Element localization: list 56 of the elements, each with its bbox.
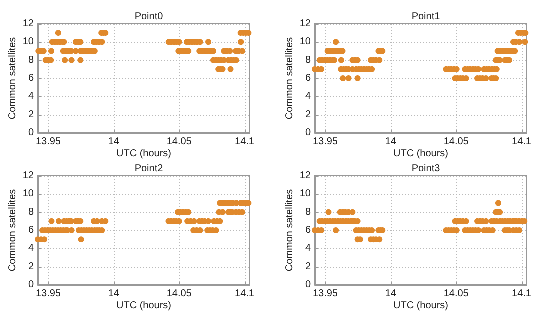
x-tick-label: 14.1: [235, 136, 255, 148]
y-tick-label: 10: [22, 188, 34, 200]
y-axis-title: Common satellites: [8, 37, 18, 120]
x-axis-title: UTC (hours): [393, 148, 449, 160]
x-tick-label: 14.05: [166, 136, 192, 148]
x-tick-label: 14.1: [512, 288, 532, 300]
y-tick-label: 4: [28, 243, 34, 254]
y-tick-label: 10: [22, 36, 34, 48]
x-tick-label: 14.1: [512, 136, 532, 148]
y-axis-title: Common satellites: [284, 37, 296, 120]
y-tick-label: 12: [22, 18, 34, 30]
x-axis-title: UTC (hours): [116, 300, 172, 312]
y-tick-label: 2: [28, 261, 34, 272]
x-tick-label: 13.95: [312, 136, 338, 148]
y-tick-label: 2: [28, 109, 34, 120]
y-tick-label: 6: [28, 225, 34, 236]
y-tick-label: 10: [300, 36, 312, 48]
y-tick-label: 8: [305, 54, 312, 66]
chart-title: Point0: [134, 12, 164, 22]
y-tick-label: 8: [305, 206, 312, 218]
chart-title: Point1: [412, 12, 441, 22]
y-tick-label: 0: [305, 280, 312, 290]
x-axis-title: UTC (hours): [393, 300, 449, 312]
chart-title: Point3: [412, 164, 441, 174]
x-tick-label: 14.05: [166, 288, 192, 300]
y-tick-label: 8: [28, 54, 34, 66]
y-tick-label: 4: [28, 91, 34, 102]
y-axis-title: Common satellites: [284, 189, 296, 272]
x-tick-label: 14: [385, 136, 397, 148]
x-tick-label: 14: [108, 136, 120, 148]
x-axis-title: UTC (hours): [116, 148, 172, 160]
x-tick-label: 14.05: [444, 288, 470, 300]
x-tick-label: 13.95: [36, 288, 62, 300]
y-tick-label: 0: [305, 128, 312, 138]
y-tick-label: 0: [28, 280, 34, 290]
y-tick-label: 2: [305, 109, 312, 120]
y-tick-label: 4: [305, 91, 312, 102]
y-tick-label: 2: [305, 261, 312, 272]
y-tick-label: 8: [28, 206, 34, 218]
y-tick-label: 0: [28, 128, 34, 138]
y-tick-label: 4: [305, 243, 312, 254]
x-tick-label: 14: [108, 288, 120, 300]
y-axis-title: Common satellites: [8, 189, 18, 272]
y-tick-label: 6: [305, 73, 312, 84]
y-tick-label: 10: [300, 188, 312, 200]
x-tick-label: 13.95: [312, 288, 338, 300]
x-tick-label: 13.95: [36, 136, 62, 148]
y-tick-label: 6: [305, 225, 312, 236]
y-tick-label: 6: [28, 73, 34, 84]
x-tick-label: 14.1: [235, 288, 255, 300]
y-tick-label: 12: [300, 18, 312, 30]
x-tick-label: 14.05: [444, 136, 470, 148]
chart-title: Point2: [134, 164, 164, 174]
y-tick-label: 12: [22, 170, 34, 182]
x-tick-label: 14: [385, 288, 397, 300]
y-tick-label: 12: [300, 170, 312, 182]
